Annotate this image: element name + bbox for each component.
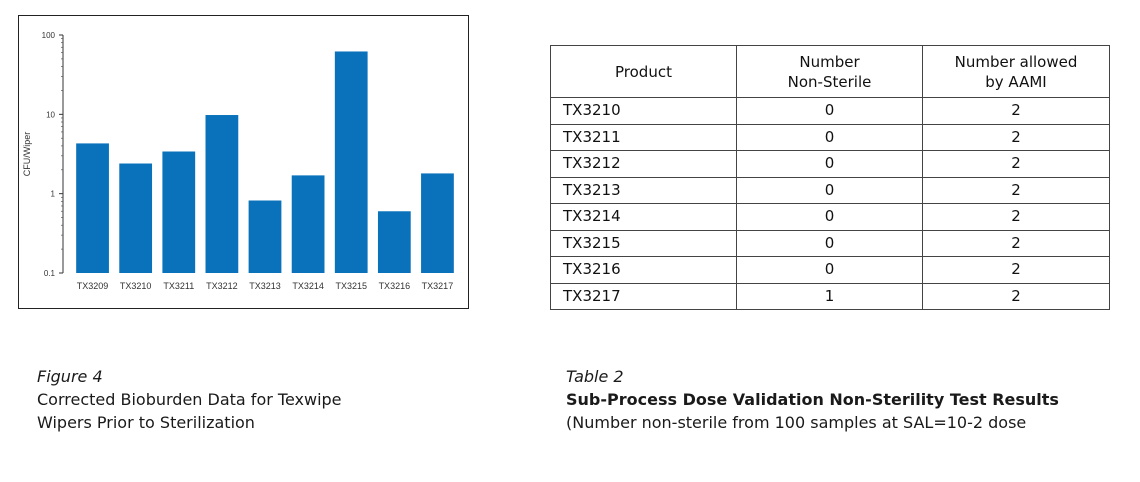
cell-product: TX3216	[550, 256, 737, 284]
cell-allowed: 2	[922, 123, 1110, 151]
x-tick-label: TX3210	[120, 281, 152, 291]
y-tick-label: 0.1	[44, 269, 56, 278]
cell-non-sterile: 0	[736, 256, 923, 284]
header-product: Product	[550, 45, 737, 98]
bar-tx3215	[334, 51, 368, 273]
table-row: TX3210 0 2	[550, 97, 1110, 125]
table-header-row: Product Number Non-Sterile Number allowed…	[550, 45, 1110, 98]
bar-tx3210	[119, 163, 153, 273]
table-row: TX3217 1 2	[550, 282, 1110, 310]
table-row: TX3215 0 2	[550, 229, 1110, 257]
figure-caption-line2: Wipers Prior to Sterilization	[37, 413, 255, 432]
header-number-non-sterile: Number Non-Sterile	[736, 45, 923, 98]
cell-non-sterile: 1	[736, 282, 923, 310]
x-tick-label: TX3211	[163, 281, 194, 291]
cell-allowed: 2	[922, 256, 1110, 284]
bar-tx3217	[421, 173, 454, 273]
x-tick-label: TX3213	[249, 281, 281, 291]
cell-product: TX3217	[550, 282, 737, 310]
table-row: TX3214 0 2	[550, 203, 1110, 231]
cell-allowed: 2	[922, 203, 1110, 231]
cell-product: TX3213	[550, 176, 737, 204]
x-tick-label: TX3214	[292, 281, 324, 291]
cell-allowed: 2	[922, 176, 1110, 204]
bar-tx3209	[76, 143, 109, 273]
x-tick-label: TX3217	[422, 281, 454, 291]
y-axis-label: CFU/Wiper	[22, 132, 32, 177]
cell-allowed: 2	[922, 150, 1110, 178]
bar-chart: 0.1 1 10 100 CFU/Wiper TX3209 TX3210 TX3211 TX32…	[18, 15, 469, 309]
figure-label: Figure 4	[37, 367, 103, 386]
y-tick-label: 1	[51, 190, 56, 199]
table-row: TX3213 0 2	[550, 176, 1110, 204]
cell-non-sterile: 0	[736, 123, 923, 151]
header-number-allowed: Number allowed by AAMI	[922, 45, 1110, 98]
table-caption: Table 2 Sub-Process Dose Validation Non-…	[566, 365, 1140, 434]
bar-tx3214	[291, 175, 325, 273]
figure-caption-line1: Corrected Bioburden Data for Texwipe	[37, 390, 342, 409]
table-row: TX3212 0 2	[550, 150, 1110, 178]
chart-canvas: 0.1 1 10 100 CFU/Wiper TX3209 TX3210 TX3211 TX32…	[22, 31, 454, 291]
non-sterility-table: Product Number Non-Sterile Number allowed…	[550, 45, 1110, 310]
bar-tx3213	[248, 200, 282, 273]
table-note: (Number non-sterile from 100 samples at …	[566, 413, 1027, 432]
y-tick-label: 10	[46, 110, 55, 119]
table-row: TX3211 0 2	[550, 123, 1110, 151]
cell-non-sterile: 0	[736, 229, 923, 257]
table-title: Sub-Process Dose Validation Non-Sterilit…	[566, 390, 1059, 409]
cell-non-sterile: 0	[736, 150, 923, 178]
y-tick-label: 100	[42, 31, 56, 40]
bar-tx3212	[205, 115, 239, 274]
cell-allowed: 2	[922, 229, 1110, 257]
bar-tx3216	[377, 211, 411, 273]
cell-non-sterile: 0	[736, 97, 923, 125]
bar-tx3211	[162, 151, 196, 273]
x-tick-label: TX3216	[379, 281, 411, 291]
table-row: TX3216 0 2	[550, 256, 1110, 284]
cell-product: TX3211	[550, 123, 737, 151]
cell-non-sterile: 0	[736, 176, 923, 204]
table-body: TX3210 0 2 TX3211 0 2 TX3212 0 2 TX3213 0 2 TX3214 0 2…	[550, 97, 1110, 310]
cell-allowed: 2	[922, 97, 1110, 125]
table-label: Table 2	[566, 367, 624, 386]
x-tick-label: TX3212	[206, 281, 238, 291]
cell-product: TX3210	[550, 97, 737, 125]
cell-allowed: 2	[922, 282, 1110, 310]
cell-product: TX3212	[550, 150, 737, 178]
cell-non-sterile: 0	[736, 203, 923, 231]
x-tick-label: TX3209	[77, 281, 109, 291]
cell-product: TX3215	[550, 229, 737, 257]
cell-product: TX3214	[550, 203, 737, 231]
figure-caption: Figure 4 Corrected Bioburden Data for Te…	[37, 365, 457, 434]
x-tick-label: TX3215	[335, 281, 367, 291]
